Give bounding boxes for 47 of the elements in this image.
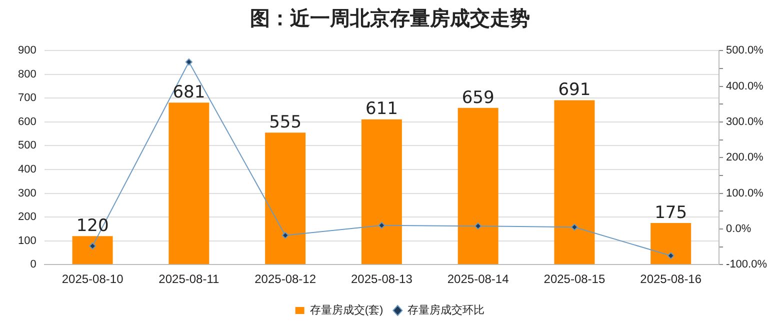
bar (361, 119, 402, 264)
data-label: 555 (269, 112, 302, 133)
bar (72, 236, 113, 264)
bar (265, 132, 306, 264)
data-label: 681 (172, 82, 206, 103)
y-tick-label: 700 (18, 92, 36, 104)
point (378, 222, 386, 229)
y-tick-label: 600 (18, 116, 36, 128)
x-tick-label: 2025-08-10 (62, 272, 124, 286)
y2-tick-label: 500.0% (726, 44, 764, 57)
chart-title: 图：近一周北京存量房成交走势 (249, 5, 531, 32)
bar (650, 222, 692, 264)
point (570, 224, 578, 231)
y2-tick-label: 400.0% (726, 80, 764, 92)
point (89, 242, 96, 250)
y-tick-label: 800 (18, 68, 36, 80)
x-tick-label: 2025-08-15 (544, 272, 606, 286)
y2-tick-label: 200.0% (726, 152, 764, 164)
legend-label: 存量房成交环比 (408, 304, 485, 317)
y2-tick-label: 0.0% (726, 222, 752, 235)
x-tick-label: 2025-08-14 (447, 272, 510, 286)
y-tick-label: 0 (30, 258, 36, 271)
legend-label: 存量房成交(套) (310, 304, 384, 317)
data-label: 691 (558, 80, 591, 100)
data-label: 659 (462, 88, 494, 108)
bar (554, 100, 595, 264)
x-tick-label: 2025-08-13 (350, 272, 413, 286)
y2-tick-label: 300.0% (726, 116, 764, 128)
x-tick-label: 2025-08-16 (640, 272, 702, 286)
y2-tick-label: 100.0% (726, 187, 764, 200)
point (282, 232, 289, 239)
bar (458, 108, 498, 264)
x-tick-label: 2025-08-11 (158, 272, 220, 286)
y-tick-label: 200 (18, 211, 36, 224)
y-tick-label: 100 (18, 234, 36, 247)
data-label: 611 (365, 99, 398, 120)
y-tick-label: 300 (18, 187, 36, 200)
point (474, 222, 482, 230)
point (185, 58, 192, 66)
data-label: 175 (654, 202, 688, 223)
y-tick-label: 500 (18, 140, 36, 152)
y-tick-label: 900 (18, 44, 36, 57)
y-tick-label: 400 (18, 164, 36, 176)
x-tick-label: 2025-08-12 (254, 272, 316, 286)
bar (168, 102, 210, 264)
point (667, 252, 674, 260)
y2-tick-label: -100.0% (726, 258, 768, 271)
